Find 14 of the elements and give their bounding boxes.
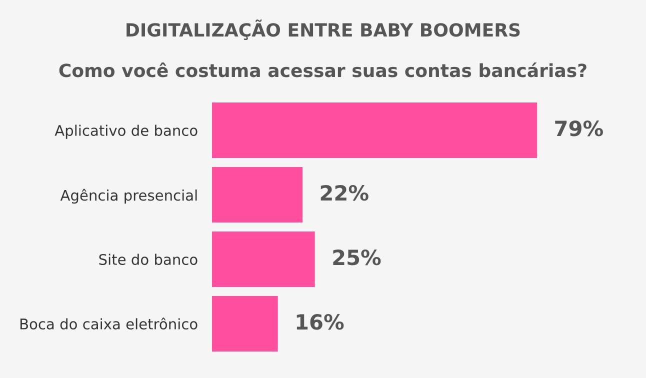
bar: [212, 296, 278, 352]
bar: [212, 167, 303, 222]
bar: [212, 102, 538, 158]
chart-title: DIGITALIZAÇÃO ENTRE BABY BOOMERS: [126, 20, 520, 40]
y-tick-label: Aplicativo de banco: [54, 124, 198, 139]
data-label: 22%: [320, 185, 368, 201]
data-label: 16%: [296, 314, 344, 330]
data-label: 25%: [333, 250, 381, 266]
chart-subtitle: Como você costuma acessar suas contas bancárias?: [59, 62, 586, 78]
bar: [212, 232, 315, 287]
y-tick-label: Site do banco: [99, 254, 198, 265]
y-tick-label: Agência presencial: [60, 188, 197, 204]
y-tick-label: Boca do caixa eletrônico: [20, 318, 198, 330]
data-label: 79%: [555, 120, 603, 136]
